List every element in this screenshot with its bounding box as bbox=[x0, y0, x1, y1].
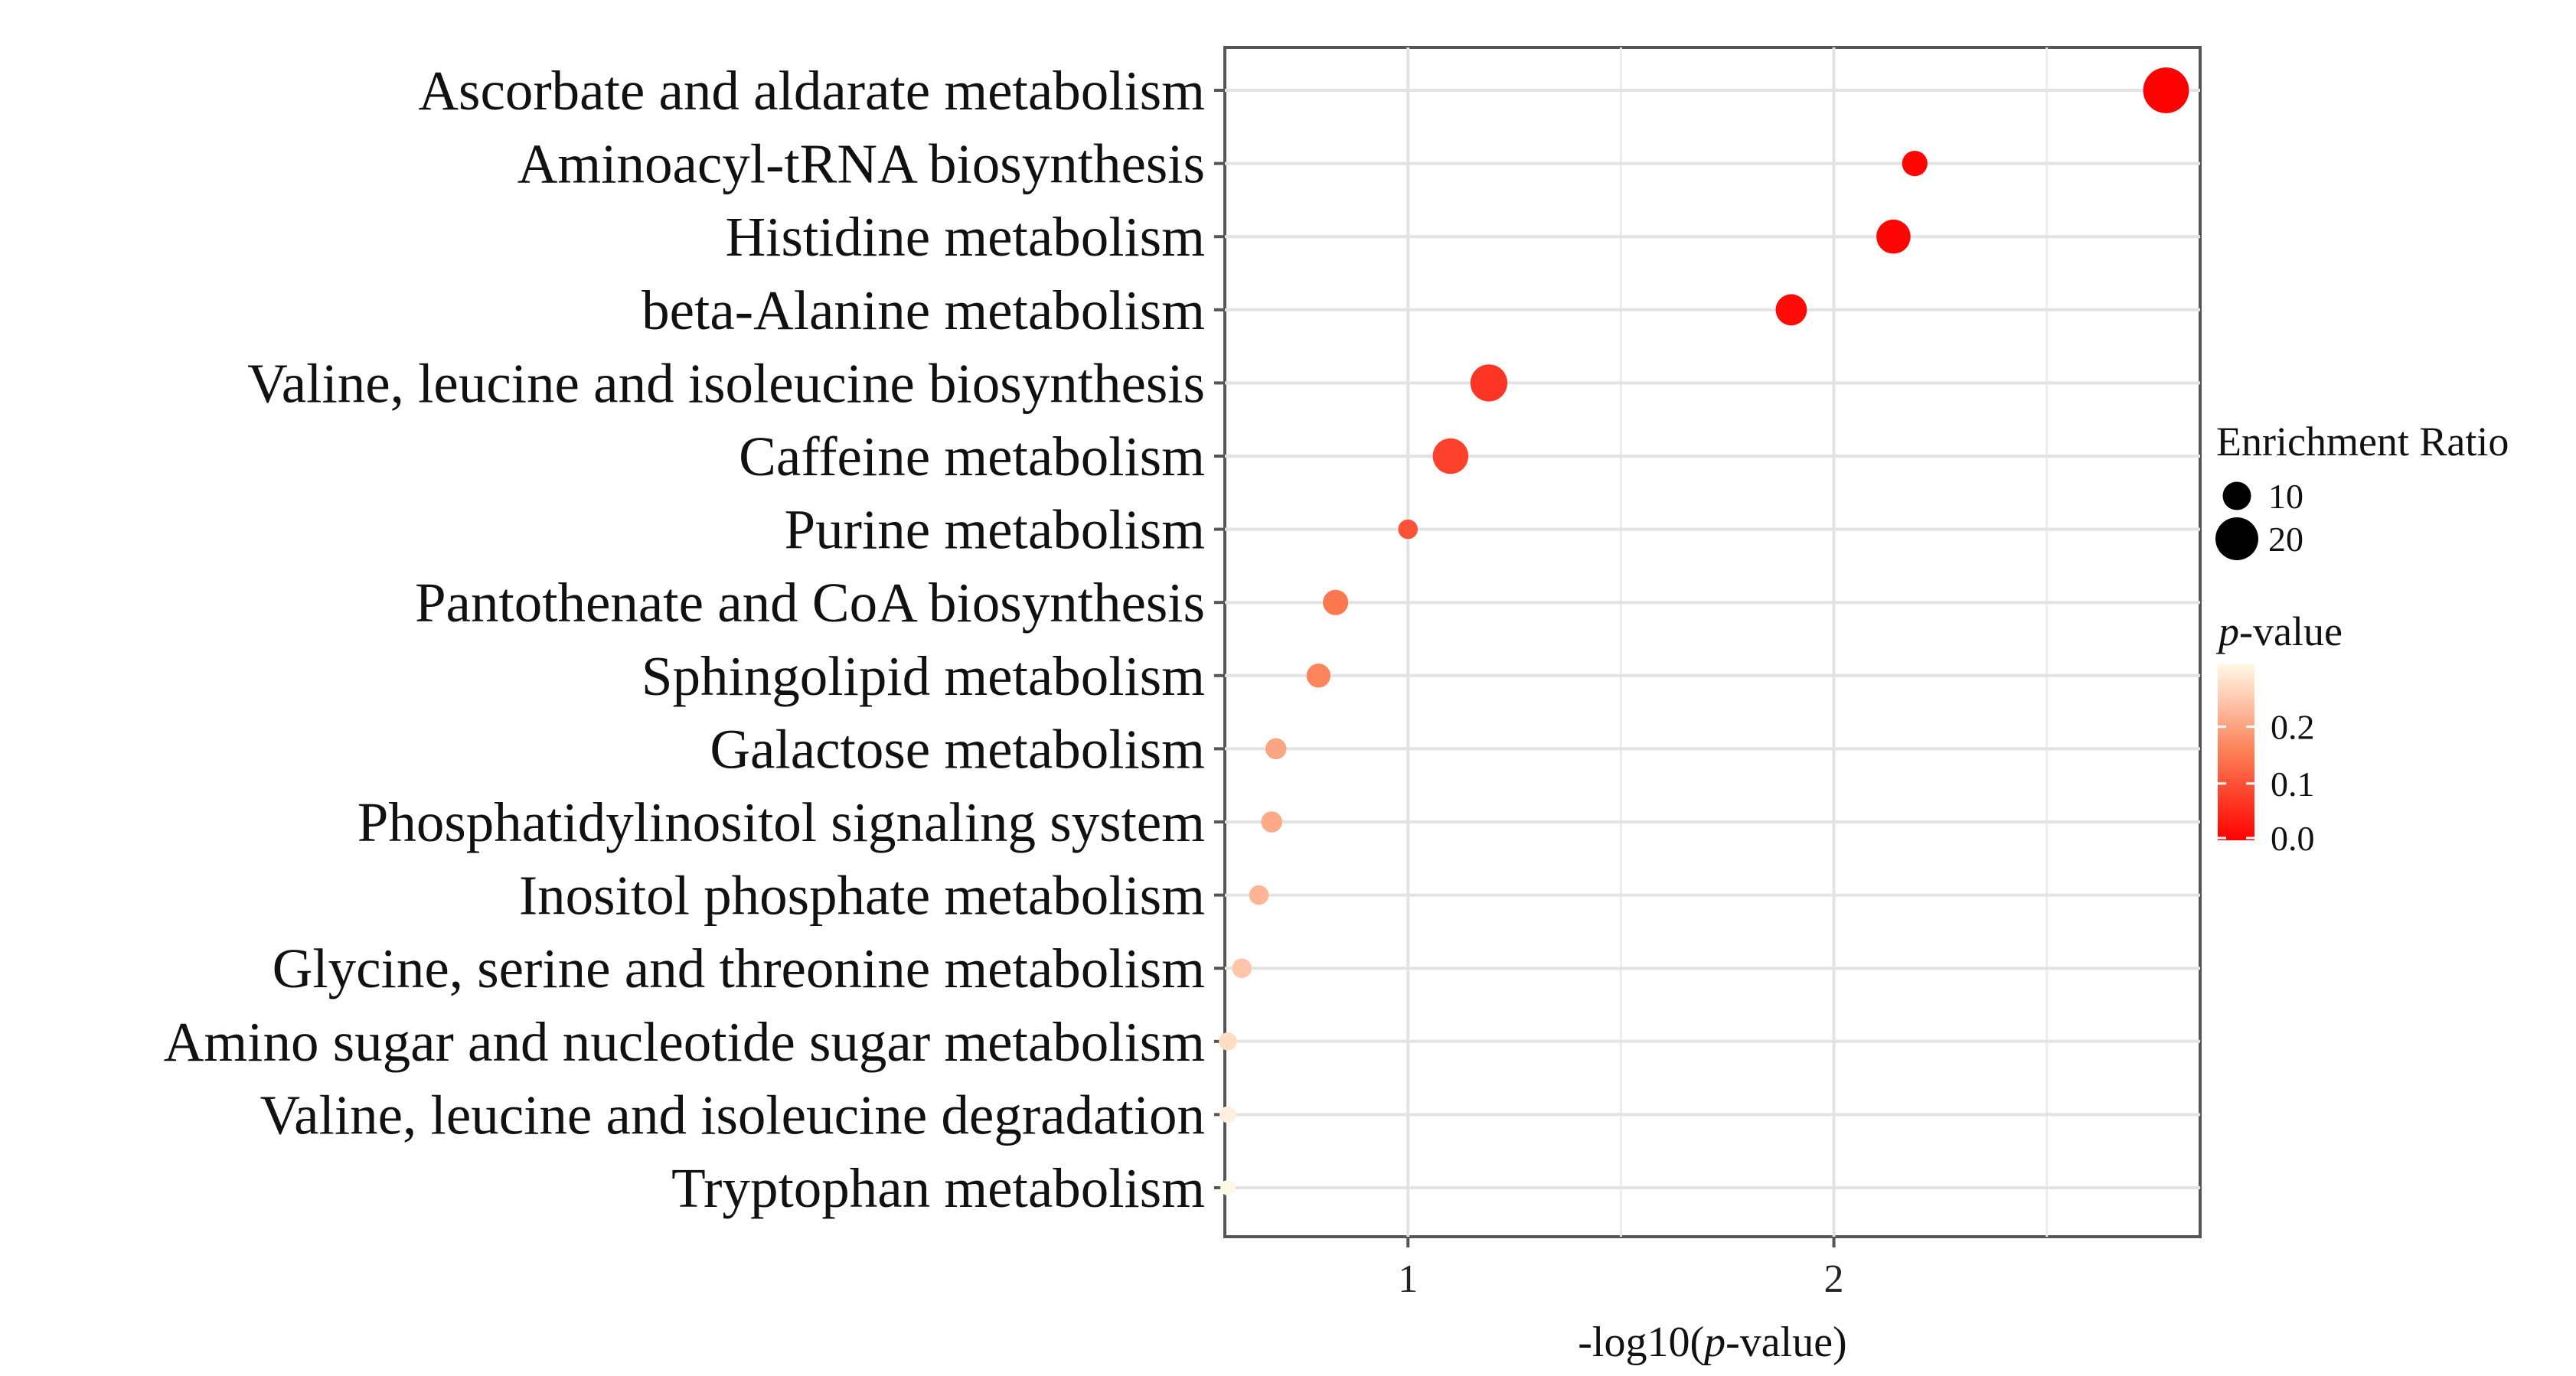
data-point bbox=[1323, 589, 1349, 615]
data-point bbox=[1775, 294, 1807, 326]
data-point bbox=[1306, 664, 1331, 688]
data-point bbox=[1219, 1032, 1237, 1051]
size-legend-label: 10 bbox=[2268, 477, 2303, 516]
pathway-label: beta-Alanine metabolism bbox=[642, 279, 1205, 341]
pathway-label: Valine, leucine and isoleucine degradati… bbox=[260, 1084, 1205, 1146]
size-legend-title: Enrichment Ratio bbox=[2216, 419, 2509, 465]
pathway-label: Galactose metabolism bbox=[710, 718, 1205, 780]
color-legend-tick-label: 0.0 bbox=[2271, 819, 2315, 858]
size-legend-dot bbox=[2215, 517, 2258, 560]
pathway-labels: Ascorbate and aldarate metabolism Aminoac… bbox=[164, 60, 1205, 1219]
pathway-label: Purine metabolism bbox=[785, 499, 1205, 561]
pathway-label: Amino sugar and nucleotide sugar metabol… bbox=[164, 1011, 1205, 1073]
data-point bbox=[1470, 364, 1508, 402]
pathway-label: Caffeine metabolism bbox=[739, 426, 1205, 487]
pathway-label: Tryptophan metabolism bbox=[671, 1157, 1205, 1219]
data-point bbox=[2143, 67, 2189, 113]
data-points bbox=[1219, 67, 2189, 1195]
color-legend-gradient-bar bbox=[2218, 664, 2254, 840]
pathway-label: Phosphatidylinositol signaling system bbox=[358, 791, 1205, 853]
color-legend-tick-label: 0.1 bbox=[2271, 765, 2315, 804]
pathway-label: Inositol phosphate metabolism bbox=[519, 865, 1205, 927]
color-legend-title: p-value bbox=[2215, 608, 2343, 654]
x-axis-title: -log10(p-value) bbox=[1578, 1319, 1846, 1366]
plot-panel bbox=[1223, 46, 2202, 1238]
pathway-label: Pantothenate and CoA biosynthesis bbox=[415, 572, 1205, 634]
color-legend-ticks: 0.2 0.1 0.0 bbox=[2218, 708, 2315, 858]
data-point bbox=[1902, 151, 1928, 177]
pathway-label: Ascorbate and aldarate metabolism bbox=[418, 60, 1205, 122]
data-point bbox=[1261, 811, 1282, 833]
pathway-label: Glycine, serine and threonine metabolism bbox=[273, 937, 1205, 999]
pathway-label: Valine, leucine and isoleucine biosynthe… bbox=[247, 352, 1205, 414]
pathway-label: Histidine metabolism bbox=[725, 206, 1205, 268]
data-point bbox=[1249, 885, 1269, 905]
data-point bbox=[1220, 1180, 1236, 1195]
size-legend-dot bbox=[2222, 481, 2251, 510]
y-axis-ticks bbox=[1214, 89, 1225, 1189]
data-point bbox=[1876, 219, 1911, 254]
pathway-label: Sphingolipid metabolism bbox=[642, 645, 1205, 707]
color-legend-tick-label: 0.2 bbox=[2271, 708, 2315, 747]
x-tick-label: 1 bbox=[1398, 1257, 1418, 1301]
data-point bbox=[1265, 738, 1287, 760]
data-point bbox=[1398, 519, 1419, 540]
x-tick-label: 2 bbox=[1824, 1257, 1844, 1301]
color-legend: p-value 0.2 0.1 0.0 bbox=[2215, 608, 2343, 858]
data-point bbox=[1432, 438, 1469, 474]
pathway-label: Aminoacyl-tRNA biosynthesis bbox=[517, 133, 1205, 195]
size-legend-label: 20 bbox=[2268, 520, 2303, 559]
data-point bbox=[1219, 1106, 1236, 1123]
grid-lines bbox=[1225, 47, 2200, 1237]
data-point bbox=[1232, 958, 1252, 978]
